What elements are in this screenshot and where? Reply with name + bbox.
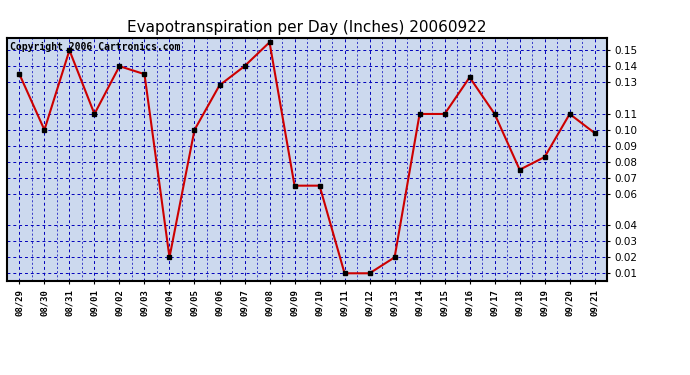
Title: Evapotranspiration per Day (Inches) 20060922: Evapotranspiration per Day (Inches) 2006… xyxy=(127,20,487,35)
Text: Copyright 2006 Cartronics.com: Copyright 2006 Cartronics.com xyxy=(10,42,180,52)
